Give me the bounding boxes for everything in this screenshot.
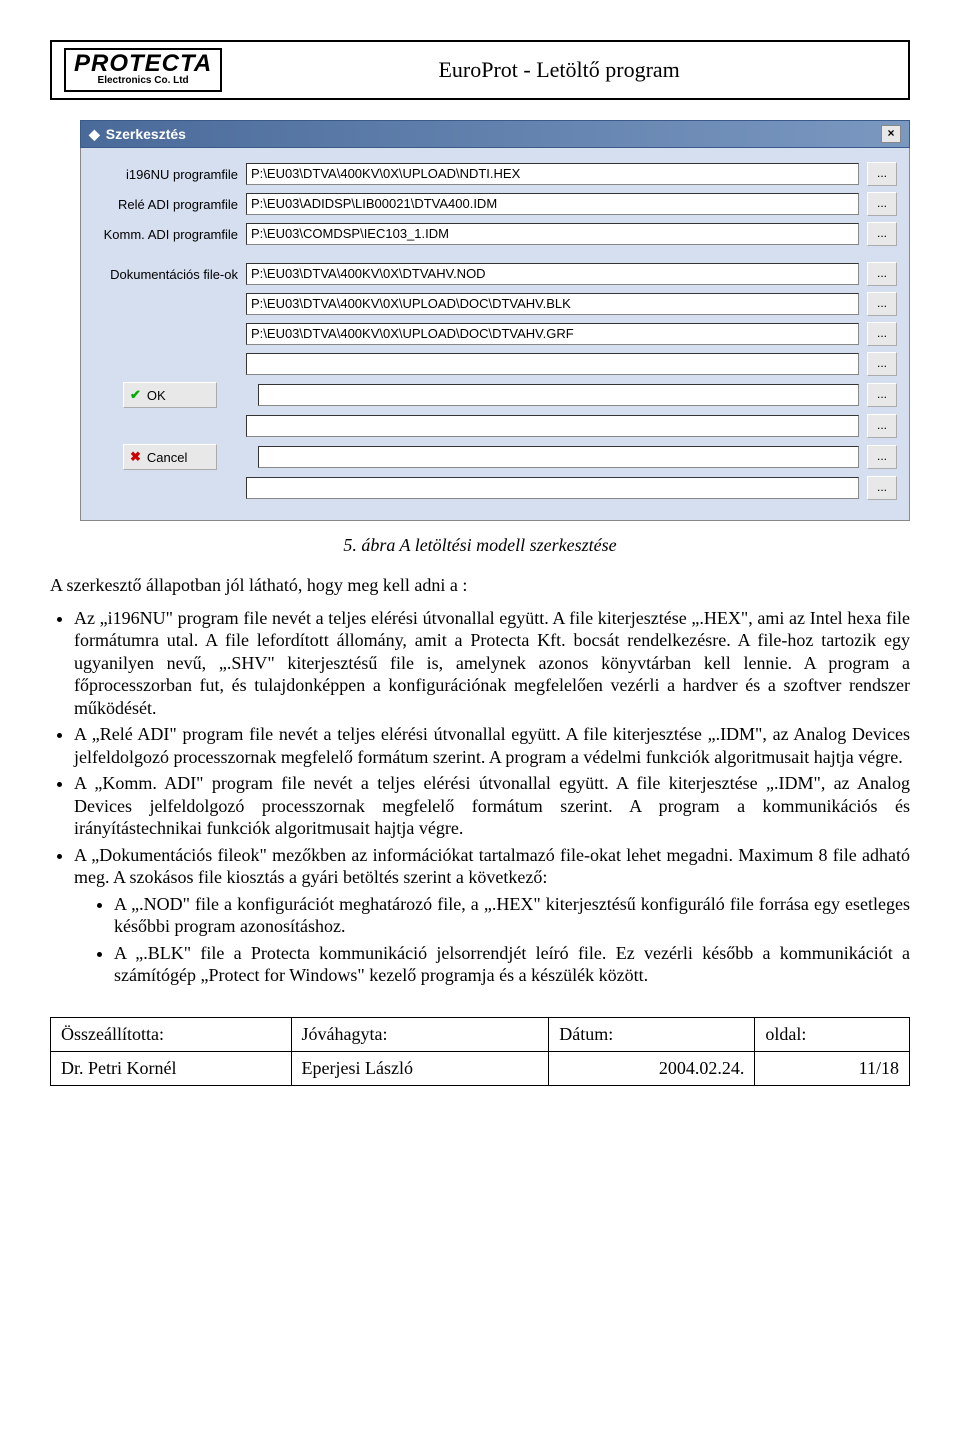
close-icon[interactable]: × (881, 125, 901, 143)
footer-h1: Összeállította: (51, 1017, 292, 1051)
form-row: i196NU programfile P:\EU03\DTVA\400KV\0X… (93, 162, 897, 186)
list-item: Az „i196NU" program file nevét a teljes … (74, 607, 910, 720)
browse-button[interactable]: ... (867, 445, 897, 469)
table-row: Dr. Petri Kornél Eperjesi László 2004.02… (51, 1051, 910, 1085)
footer-v3: 2004.02.24. (549, 1051, 755, 1085)
browse-button[interactable]: ... (867, 162, 897, 186)
browse-button[interactable]: ... (867, 352, 897, 376)
logo-box: PROTECTA Electronics Co. Ltd (64, 48, 222, 92)
path-input[interactable] (258, 384, 859, 406)
form-row: P:\EU03\DTVA\400KV\0X\UPLOAD\DOC\DTVAHV.… (93, 322, 897, 346)
footer-h3: Dátum: (549, 1017, 755, 1051)
path-input[interactable] (246, 415, 859, 437)
list-item: A „Relé ADI" program file nevét a teljes… (74, 723, 910, 768)
dialog-title: Szerkesztés (106, 126, 186, 142)
footer-v4: 11/18 (755, 1051, 910, 1085)
cancel-button[interactable]: ✖ Cancel (123, 444, 217, 470)
dialog-body: i196NU programfile P:\EU03\DTVA\400KV\0X… (80, 148, 910, 521)
field-label: Relé ADI programfile (93, 197, 246, 212)
sub-bullet-list: A „.NOD" file a konfigurációt meghatároz… (74, 893, 910, 987)
intro-paragraph: A szerkesztő állapotban jól látható, hog… (50, 574, 910, 597)
check-icon: ✔ (130, 387, 141, 403)
form-row: Dokumentációs file-ok P:\EU03\DTVA\400KV… (93, 262, 897, 286)
path-input[interactable]: P:\EU03\DTVA\400KV\0X\DTVAHV.NOD (246, 263, 859, 285)
list-item: A „Dokumentációs fileok" mezőkben az inf… (74, 844, 910, 987)
path-input[interactable]: P:\EU03\ADIDSP\LIB00021\DTVA400.IDM (246, 193, 859, 215)
list-item: A „.NOD" file a konfigurációt meghatároz… (114, 893, 910, 938)
path-input[interactable]: P:\EU03\DTVA\400KV\0X\UPLOAD\DOC\DTVAHV.… (246, 323, 859, 345)
list-item-text: A „Dokumentációs fileok" mezőkben az inf… (74, 845, 910, 888)
dialog-titlebar: ◆ Szerkesztés × (80, 120, 910, 148)
form-row: ✔ OK ... (93, 382, 897, 408)
browse-button[interactable]: ... (867, 192, 897, 216)
browse-button[interactable]: ... (867, 222, 897, 246)
path-input[interactable]: P:\EU03\DTVA\400KV\0X\UPLOAD\DOC\DTVAHV.… (246, 293, 859, 315)
browse-button[interactable]: ... (867, 383, 897, 407)
bullet-list: Az „i196NU" program file nevét a teljes … (50, 607, 910, 987)
browse-button[interactable]: ... (867, 292, 897, 316)
field-label: i196NU programfile (93, 167, 246, 182)
field-label: Dokumentációs file-ok (93, 267, 246, 282)
logo-main: PROTECTA (74, 52, 212, 76)
form-row: ✖ Cancel ... (93, 444, 897, 470)
path-input[interactable]: P:\EU03\DTVA\400KV\0X\UPLOAD\NDTI.HEX (246, 163, 859, 185)
cross-icon: ✖ (130, 449, 141, 465)
list-item: A „Komm. ADI" program file nevét a telje… (74, 772, 910, 840)
form-row: Relé ADI programfile P:\EU03\ADIDSP\LIB0… (93, 192, 897, 216)
form-row: ... (93, 352, 897, 376)
path-input[interactable] (246, 353, 859, 375)
path-input[interactable] (246, 477, 859, 499)
header-title: EuroProt - Letöltő program (222, 57, 896, 83)
page-header: PROTECTA Electronics Co. Ltd EuroProt - … (50, 40, 910, 100)
ok-label: OK (147, 388, 166, 403)
dialog-icon: ◆ (89, 126, 100, 143)
field-label: Komm. ADI programfile (93, 227, 246, 242)
footer-table: Összeállította: Jóváhagyta: Dátum: oldal… (50, 1017, 910, 1086)
footer-h4: oldal: (755, 1017, 910, 1051)
footer-v2: Eperjesi László (291, 1051, 549, 1085)
ok-button[interactable]: ✔ OK (123, 382, 217, 408)
figure-caption: 5. ábra A letöltési modell szerkesztése (50, 535, 910, 556)
browse-button[interactable]: ... (867, 262, 897, 286)
table-row: Összeállította: Jóváhagyta: Dátum: oldal… (51, 1017, 910, 1051)
browse-button[interactable]: ... (867, 322, 897, 346)
form-row: ... (93, 476, 897, 500)
form-row: P:\EU03\DTVA\400KV\0X\UPLOAD\DOC\DTVAHV.… (93, 292, 897, 316)
footer-h2: Jóváhagyta: (291, 1017, 549, 1051)
browse-button[interactable]: ... (867, 414, 897, 438)
path-input[interactable]: P:\EU03\COMDSP\IEC103_1.IDM (246, 223, 859, 245)
form-row: Komm. ADI programfile P:\EU03\COMDSP\IEC… (93, 222, 897, 246)
path-input[interactable] (258, 446, 859, 468)
cancel-label: Cancel (147, 450, 187, 465)
form-row: ... (93, 414, 897, 438)
browse-button[interactable]: ... (867, 476, 897, 500)
dialog-screenshot: ◆ Szerkesztés × i196NU programfile P:\EU… (80, 120, 910, 521)
logo-sub: Electronics Co. Ltd (74, 76, 212, 86)
list-item: A „.BLK" file a Protecta kommunikáció je… (114, 942, 910, 987)
footer-v1: Dr. Petri Kornél (51, 1051, 292, 1085)
document-page: PROTECTA Electronics Co. Ltd EuroProt - … (0, 0, 960, 1126)
body-text: A szerkesztő állapotban jól látható, hog… (50, 574, 910, 987)
